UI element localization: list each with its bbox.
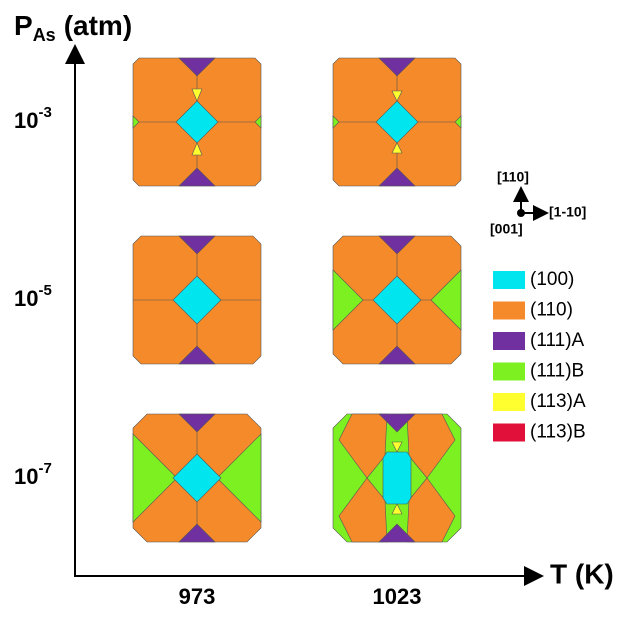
legend-label: (113)B (530, 422, 586, 443)
orientation-dot (517, 209, 525, 217)
legend-swatch (493, 393, 525, 411)
y-tick-exp: -7 (38, 460, 51, 477)
wulff-shape (133, 58, 261, 186)
wulff-shape (333, 236, 461, 364)
y-axis-label: PAs (atm) (14, 10, 132, 44)
y-label-sub: As (33, 25, 56, 45)
y-tick-label: 10-3 (14, 104, 52, 133)
y-tick-exp: -5 (38, 282, 51, 299)
facet (383, 452, 411, 504)
y-tick-base: 10 (14, 464, 38, 489)
y-tick-label: 10-5 (14, 282, 52, 311)
legend-label: (111)A (530, 330, 585, 351)
legend-swatch (493, 363, 525, 381)
wulff-shape (133, 236, 261, 364)
diagram: PAs (atm) T (K) [110] [1-10] [001] 973 102… (0, 0, 629, 614)
y-tick-exp: -3 (38, 104, 51, 121)
legend-swatch (493, 424, 525, 442)
legend-label: (111)B (530, 361, 584, 382)
wulff-shape (333, 414, 461, 542)
wulff-shape (333, 58, 461, 186)
legend-label: (100) (530, 269, 574, 290)
legend-label: (113)A (530, 391, 586, 412)
legend-label: (110) (530, 300, 573, 321)
wulff-shape (133, 414, 261, 542)
y-tick-label: 10-7 (14, 460, 52, 489)
y-label-base: P (14, 10, 33, 41)
y-tick-base: 10 (14, 108, 38, 133)
y-label-rest: (atm) (64, 10, 132, 41)
x-tick-label: 1023 (373, 584, 422, 609)
legend-swatch (493, 302, 525, 320)
legend-swatch (493, 332, 525, 350)
x-axis-label: T (K) (550, 558, 614, 589)
orientation-label: [001] (490, 221, 523, 237)
x-tick-label: 973 (179, 584, 216, 609)
legend-swatch (493, 271, 525, 289)
y-tick-base: 10 (14, 286, 38, 311)
orientation-label: [1-10] (549, 204, 586, 220)
orientation-label: [110] (497, 169, 529, 185)
